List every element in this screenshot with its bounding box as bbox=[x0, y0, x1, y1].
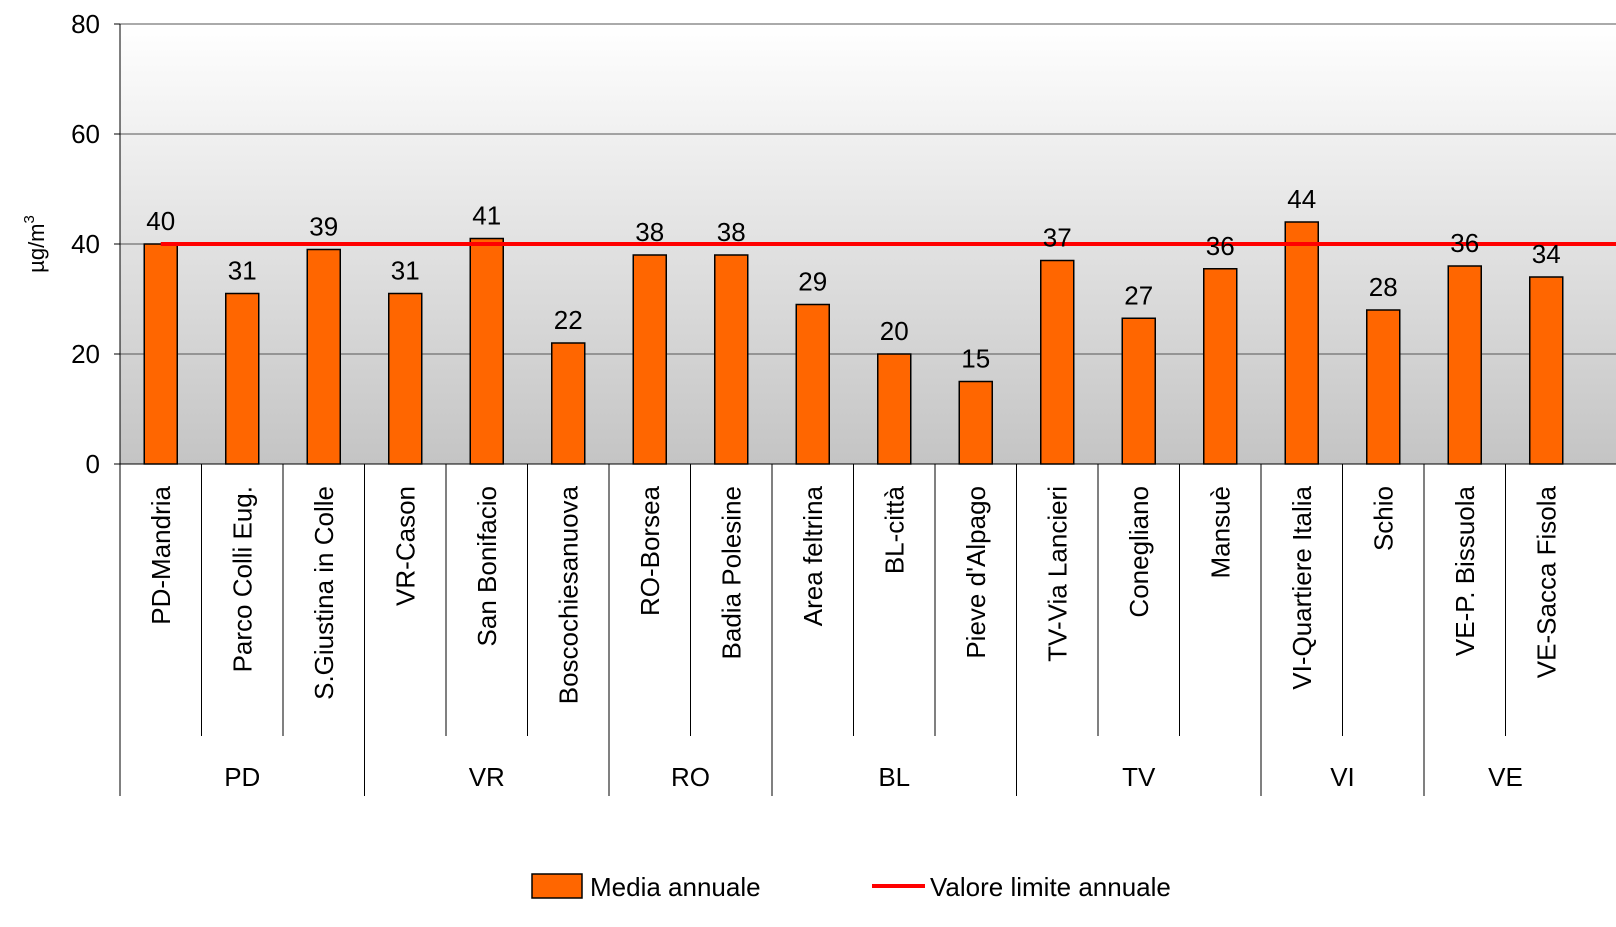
bar bbox=[958, 380, 993, 465]
bar bbox=[1121, 317, 1156, 465]
group-label: BL bbox=[878, 762, 910, 792]
y-tick-label: 20 bbox=[71, 339, 100, 369]
data-label: 31 bbox=[228, 256, 257, 286]
bar bbox=[1447, 265, 1482, 465]
data-label: 38 bbox=[635, 217, 664, 247]
bar bbox=[225, 292, 260, 465]
category-label: Pieve d'Alpago bbox=[961, 486, 991, 659]
group-label: PD bbox=[224, 762, 260, 792]
data-label: 37 bbox=[1043, 223, 1072, 253]
y-tick-label: 80 bbox=[71, 9, 100, 39]
category-label: VI-Quartiere Italia bbox=[1287, 485, 1317, 689]
y-axis-title: µg/m3 bbox=[21, 215, 49, 273]
bar bbox=[632, 254, 667, 465]
group-label: VR bbox=[469, 762, 505, 792]
legend-label-line: Valore limite annuale bbox=[930, 872, 1171, 902]
bars bbox=[143, 221, 1564, 465]
data-label: 44 bbox=[1287, 184, 1316, 214]
y-tick-label: 0 bbox=[86, 449, 100, 479]
category-label: VR-Cason bbox=[390, 486, 420, 606]
bar bbox=[1040, 259, 1075, 465]
group-label: TV bbox=[1122, 762, 1156, 792]
category-label: VE-Sacca Fisola bbox=[1531, 485, 1561, 678]
y-tick-label: 60 bbox=[71, 119, 100, 149]
data-label: 36 bbox=[1206, 231, 1235, 261]
legend-label-bar: Media annuale bbox=[590, 872, 761, 902]
category-label: Parco Colli Eug. bbox=[227, 486, 257, 672]
data-label: 36 bbox=[1450, 228, 1479, 258]
data-label: 27 bbox=[1124, 280, 1153, 310]
category-label: Badia Polesine bbox=[716, 486, 746, 659]
bar bbox=[1284, 221, 1319, 465]
category-label: Conegliano bbox=[1124, 486, 1154, 618]
bar bbox=[143, 243, 178, 465]
bar bbox=[1529, 276, 1564, 465]
category-label: S.Giustina in Colle bbox=[309, 486, 339, 700]
category-label: BL-città bbox=[879, 485, 909, 574]
data-label: 31 bbox=[391, 256, 420, 286]
bar bbox=[1203, 268, 1238, 465]
data-label: 29 bbox=[798, 267, 827, 297]
data-labels: 40 31 39 31 41 22 38 38 29 20 15 37 27 36 44 28 36 34 bbox=[146, 184, 1560, 374]
data-label: 22 bbox=[554, 305, 583, 335]
data-label: 39 bbox=[309, 212, 338, 242]
legend: Media annuale Valore limite annuale bbox=[531, 872, 1171, 902]
category-label: Schio bbox=[1368, 486, 1398, 551]
group-label: RO bbox=[671, 762, 710, 792]
y-tick-label: 40 bbox=[71, 229, 100, 259]
category-label: PD-Mandria bbox=[146, 485, 176, 624]
group-label: VE bbox=[1488, 762, 1523, 792]
x-axis: PD-Mandria Parco Colli Eug. S.Giustina in … bbox=[119, 463, 1616, 796]
bar bbox=[1366, 309, 1401, 465]
bar bbox=[551, 342, 586, 465]
group-label: VI bbox=[1330, 762, 1355, 792]
y-axis-title-superscript: 3 bbox=[21, 215, 38, 223]
data-label: 40 bbox=[146, 206, 175, 236]
bar bbox=[469, 237, 504, 465]
category-label: Mansuè bbox=[1205, 486, 1235, 579]
category-label: TV-Via Lancieri bbox=[1042, 486, 1072, 662]
data-label: 34 bbox=[1532, 239, 1561, 269]
data-label: 41 bbox=[472, 201, 501, 231]
category-label: RO-Borsea bbox=[635, 485, 665, 616]
data-label: 20 bbox=[880, 316, 909, 346]
bar bbox=[306, 248, 341, 465]
bar bbox=[714, 254, 749, 465]
data-label: 38 bbox=[717, 217, 746, 247]
category-label: San Bonifacio bbox=[472, 486, 502, 646]
y-axis: 0 20 40 60 80 µg/m3 bbox=[21, 9, 121, 479]
data-label: 15 bbox=[961, 344, 990, 374]
bar bbox=[795, 303, 830, 465]
category-label: VE-P. Bissuola bbox=[1450, 485, 1480, 656]
bar bbox=[877, 353, 912, 465]
category-label: Area feltrina bbox=[798, 485, 828, 626]
bar bbox=[388, 292, 423, 465]
category-label: Boscochiesanuova bbox=[553, 485, 583, 704]
y-axis-title-unit: µg/m bbox=[24, 223, 49, 272]
data-label: 28 bbox=[1369, 272, 1398, 302]
legend-swatch-bar bbox=[531, 873, 583, 899]
